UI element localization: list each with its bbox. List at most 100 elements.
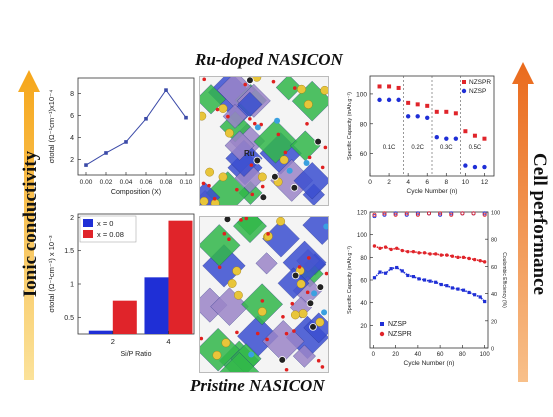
blue-atom	[321, 309, 328, 316]
bar	[168, 220, 193, 334]
x-tick-label: 0.04	[120, 179, 133, 186]
sodium-atom	[279, 155, 289, 165]
dark-atom	[306, 299, 315, 308]
oxygen-atom	[284, 331, 289, 336]
x-tick-label: 6	[425, 179, 429, 186]
data-point	[389, 267, 393, 271]
sodium-atom	[257, 307, 267, 317]
legend-swatch	[83, 230, 93, 238]
efficiency-point	[393, 211, 398, 216]
data-point	[415, 102, 420, 107]
y-tick-label: 80	[360, 256, 367, 262]
oxygen-atom	[222, 231, 227, 236]
oxygen-atom	[244, 217, 249, 221]
legend-label: x = 0	[97, 219, 113, 228]
sodium-atom	[234, 290, 243, 300]
y-tick-label: 0.5	[64, 315, 74, 322]
sodium-atom	[290, 310, 300, 320]
polyhedron	[233, 217, 267, 244]
sodium-atom	[232, 266, 242, 276]
y-axis-label: Specific Capacity (mAh.g⁻¹)	[347, 92, 353, 160]
y-tick-label: 8	[70, 91, 74, 98]
ionic-conductivity-title: Ionic conductivity	[20, 150, 41, 298]
blue-atom	[303, 159, 310, 166]
efficiency-point	[393, 212, 398, 217]
blue-atom	[274, 117, 281, 124]
data-point	[467, 256, 471, 261]
data-line	[85, 89, 187, 166]
pristine-heading: Pristine NASICON	[190, 376, 325, 395]
y-tick-label: 100	[356, 91, 367, 98]
oxygen-atom	[207, 183, 211, 188]
oxygen-atom	[249, 163, 254, 167]
polyhedron	[200, 327, 240, 372]
x-tick-label: 100	[480, 352, 491, 358]
efficiency-point	[471, 211, 476, 216]
data-point	[406, 249, 410, 254]
rate-label: 0.2C	[411, 145, 424, 151]
data-point	[434, 109, 439, 114]
legend-label: NZSPR	[388, 331, 412, 338]
data-point	[482, 260, 487, 264]
ru-label: Ru	[244, 149, 255, 158]
ru-doped-heading: Ru-doped NASICON	[195, 50, 343, 69]
efficiency-point	[449, 212, 454, 217]
data-point	[478, 259, 482, 263]
oxygen-atom	[215, 107, 220, 112]
data-point	[472, 133, 477, 138]
x-tick-label: 2	[111, 337, 115, 346]
polyhedron	[224, 130, 255, 161]
x-tick-label: 0.06	[140, 179, 153, 186]
conductivity-composition-chart: 0.00 0.02 0.04 0.06 0.08 0.10 2 4 6 8 Composition …	[47, 77, 195, 196]
sodium-atom	[297, 84, 306, 94]
polyhedron	[219, 352, 260, 372]
rate-label: 0.1C	[383, 145, 396, 151]
oxygen-atom	[239, 218, 243, 222]
data-point	[386, 97, 392, 103]
sodium-atom	[252, 77, 262, 82]
sodium-atom	[200, 111, 207, 121]
oxygen-atom	[260, 299, 265, 303]
dark-atom	[271, 172, 279, 181]
x-tick-label: 0.00	[80, 179, 93, 186]
data-point	[483, 299, 487, 304]
sodium-atom	[227, 279, 237, 288]
efficiency-point	[382, 211, 387, 216]
legend-label: NZSP	[388, 321, 407, 328]
data-point	[445, 284, 449, 288]
polyhedron	[237, 91, 263, 117]
legend-label: NZSP	[469, 88, 486, 95]
oxygen-atom	[255, 331, 260, 336]
data-point	[425, 115, 430, 120]
legend-label: NZSPR	[469, 79, 491, 86]
sodium-atom	[224, 128, 234, 138]
oxygen-atom	[217, 265, 222, 270]
dark-atom	[278, 356, 287, 364]
polyhedron	[255, 252, 278, 275]
data-point	[378, 270, 382, 274]
x-tick-label: 0	[372, 352, 376, 358]
x-tick-label: 20	[392, 352, 399, 358]
oxygen-atom	[283, 150, 288, 155]
sodium-atom	[221, 338, 231, 348]
y-tick-label: 60	[360, 279, 367, 285]
oxygen-atom	[324, 271, 328, 276]
data-point	[144, 116, 148, 121]
efficiency-point	[449, 211, 454, 216]
efficiency-point	[372, 212, 377, 217]
data-point	[478, 295, 482, 299]
y-tick-label: 80	[360, 121, 368, 128]
sodium-atom	[298, 309, 308, 318]
data-point	[453, 111, 458, 116]
legend-marker	[462, 80, 466, 84]
ru-doped-crystal-structure: Ru	[199, 76, 329, 206]
oxygen-atom	[284, 367, 289, 372]
efficiency-point	[404, 212, 409, 217]
x-axis-label: Cycle Number (n)	[407, 188, 458, 195]
y-tick-label: 4	[70, 135, 74, 142]
rate-label: 0.3C	[440, 145, 453, 151]
data-point	[463, 163, 468, 168]
data-point	[428, 279, 432, 283]
data-point	[400, 269, 404, 273]
blue-atom	[248, 351, 255, 358]
